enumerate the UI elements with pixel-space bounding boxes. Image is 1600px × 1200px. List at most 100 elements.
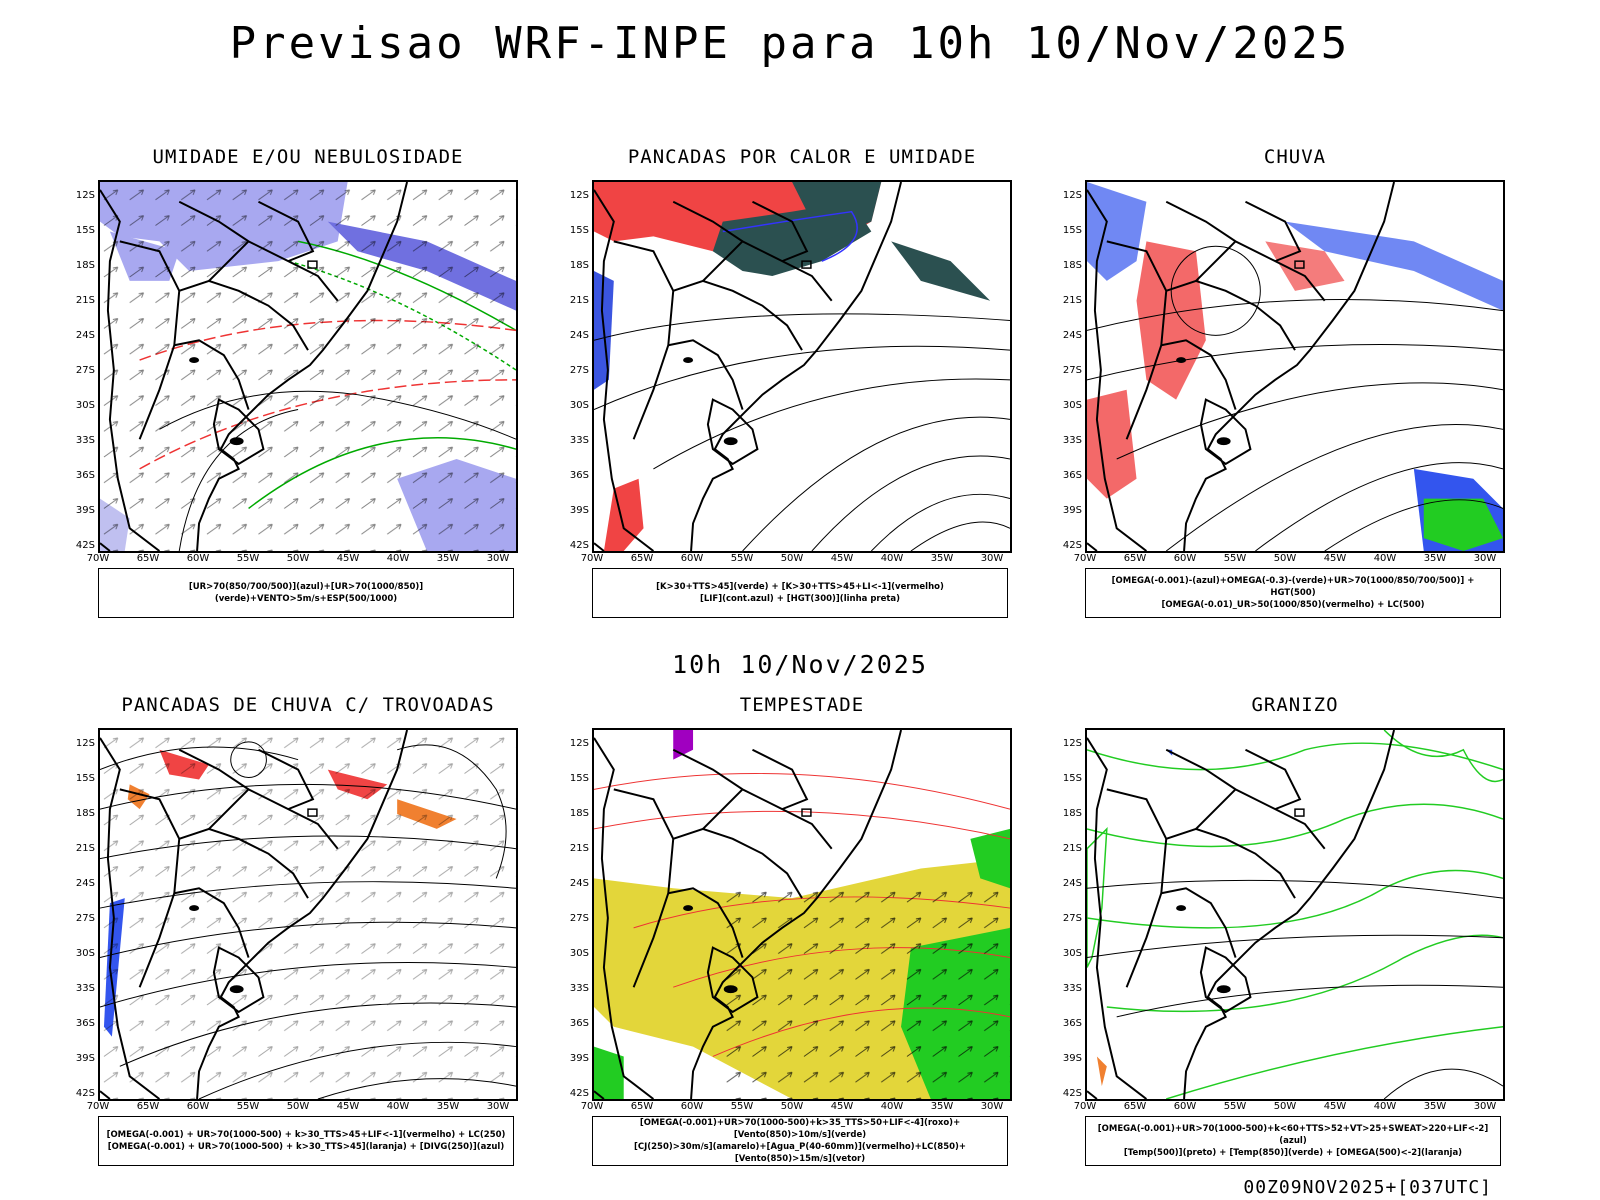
latitude-label: 18S: [1062, 260, 1082, 271]
panel-title: CHUVA: [1263, 146, 1327, 168]
latitude-label: 30S: [75, 400, 95, 411]
latitude-label: 21S: [569, 843, 589, 854]
latitude-label: 21S: [569, 295, 589, 306]
legend-line: [K>30+TTS>45](verde) + [K>30+TTS>45+LI<-…: [656, 582, 944, 592]
longitude-label: 40W: [386, 1101, 410, 1112]
latitude-label: 30S: [1062, 948, 1082, 959]
longitude-label: 50W: [286, 1101, 310, 1112]
latitude-label: 24S: [75, 878, 95, 889]
latitude-label: 15S: [1062, 225, 1082, 236]
legend-line: [UR>70(850/700/500)](azul)+[UR>70(1000/8…: [188, 582, 424, 604]
latitude-label: 36S: [75, 470, 95, 481]
latitude-label: 15S: [75, 773, 95, 784]
longitude-label: 35W: [436, 1101, 460, 1112]
forecast-map: [592, 728, 1012, 1101]
latitude-label: 30S: [75, 948, 95, 959]
latitude-label: 27S: [1062, 365, 1082, 376]
longitude-label: 40W: [1373, 1101, 1397, 1112]
run-time-footer: 00Z09NOV2025+[037UTC]: [1243, 1177, 1492, 1198]
longitude-label: 30W: [1473, 553, 1497, 564]
latitude-label: 33S: [75, 983, 95, 994]
latitude-label: 27S: [1062, 913, 1082, 924]
latitude-label: 12S: [1062, 190, 1082, 201]
latitude-label: 12S: [1062, 738, 1082, 749]
longitude-label: 65W: [630, 1101, 654, 1112]
longitude-label: 60W: [186, 1101, 210, 1112]
latitude-label: 15S: [569, 225, 589, 236]
longitude-label: 30W: [980, 553, 1004, 564]
latitude-label: 15S: [1062, 773, 1082, 784]
latitude-label: 24S: [75, 330, 95, 341]
longitude-label: 40W: [1373, 553, 1397, 564]
latitude-label: 36S: [569, 1018, 589, 1029]
longitude-label: 65W: [136, 553, 160, 564]
longitude-label: 35W: [930, 1101, 954, 1112]
longitude-label: 60W: [1173, 553, 1197, 564]
panel-legend: [OMEGA(-0.001) + UR>70(1000-500) + k>30_…: [98, 1116, 514, 1166]
longitude-label: 70W: [580, 1101, 604, 1112]
latitude-label: 39S: [75, 1053, 95, 1064]
longitude-label: 50W: [1273, 553, 1297, 564]
panel-legend: [OMEGA(-0.001)+UR>70(1000-500)+k<60+TTS>…: [1085, 1116, 1501, 1166]
longitude-label: 45W: [830, 1101, 854, 1112]
longitude-label: 30W: [1473, 1101, 1497, 1112]
longitude-label: 65W: [630, 553, 654, 564]
longitude-label: 55W: [1223, 553, 1247, 564]
latitude-label: 33S: [1062, 983, 1082, 994]
longitude-label: 35W: [930, 553, 954, 564]
latitude-label: 18S: [569, 260, 589, 271]
latitude-label: 27S: [75, 365, 95, 376]
legend-line: [OMEGA(-0.01)_UR>50(1000/850)(vermelho) …: [1161, 600, 1425, 610]
legend-line: [OMEGA(-0.001)+UR>70(1000-500)+k>35_TTS>…: [639, 1118, 961, 1140]
latitude-label: 27S: [569, 365, 589, 376]
longitude-label: 60W: [680, 553, 704, 564]
longitude-label: 45W: [336, 1101, 360, 1112]
latitude-label: 24S: [1062, 330, 1082, 341]
latitude-label: 33S: [569, 983, 589, 994]
latitude-label: 39S: [569, 1053, 589, 1064]
latitude-label: 36S: [1062, 470, 1082, 481]
longitude-label: 70W: [86, 553, 110, 564]
latitude-label: 24S: [569, 330, 589, 341]
panel-title: UMIDADE E/OU NEBULOSIDADE: [152, 146, 464, 168]
latitude-label: 39S: [1062, 1053, 1082, 1064]
longitude-label: 65W: [1123, 1101, 1147, 1112]
latitude-label: 30S: [569, 400, 589, 411]
legend-line: [Temp(500)](preto) + [Temp(850)](verde) …: [1123, 1148, 1463, 1158]
longitude-label: 60W: [186, 553, 210, 564]
latitude-label: 27S: [569, 913, 589, 924]
latitude-label: 36S: [1062, 1018, 1082, 1029]
latitude-label: 24S: [569, 878, 589, 889]
latitude-label: 12S: [75, 738, 95, 749]
longitude-label: 50W: [1273, 1101, 1297, 1112]
latitude-label: 27S: [75, 913, 95, 924]
longitude-label: 40W: [880, 553, 904, 564]
forecast-map: [1085, 180, 1505, 553]
latitude-label: 33S: [75, 435, 95, 446]
longitude-label: 60W: [1173, 1101, 1197, 1112]
longitude-label: 50W: [780, 1101, 804, 1112]
longitude-label: 30W: [486, 553, 510, 564]
longitude-label: 50W: [780, 553, 804, 564]
legend-line: [OMEGA(-0.001) + UR>70(1000-500) + k>30_…: [106, 1130, 506, 1140]
longitude-label: 55W: [236, 553, 260, 564]
panel-title: PANCADAS POR CALOR E UMIDADE: [627, 146, 977, 168]
panel-title: PANCADAS DE CHUVA C/ TROVOADAS: [121, 694, 495, 716]
legend-line: [OMEGA(-0.001)-(azul)+OMEGA(-0.3)-(verde…: [1111, 576, 1475, 598]
latitude-label: 30S: [569, 948, 589, 959]
forecast-map: [1085, 728, 1505, 1101]
longitude-label: 55W: [730, 553, 754, 564]
latitude-label: 39S: [75, 505, 95, 516]
latitude-label: 12S: [75, 190, 95, 201]
latitude-label: 24S: [1062, 878, 1082, 889]
panel-title: TEMPESTADE: [739, 694, 865, 716]
latitude-label: 12S: [569, 190, 589, 201]
latitude-label: 36S: [569, 470, 589, 481]
longitude-label: 45W: [830, 553, 854, 564]
longitude-label: 30W: [486, 1101, 510, 1112]
latitude-label: 42S: [1062, 540, 1082, 551]
forecast-map: [98, 728, 518, 1101]
longitude-label: 60W: [680, 1101, 704, 1112]
latitude-label: 42S: [75, 1088, 95, 1099]
latitude-label: 15S: [569, 773, 589, 784]
